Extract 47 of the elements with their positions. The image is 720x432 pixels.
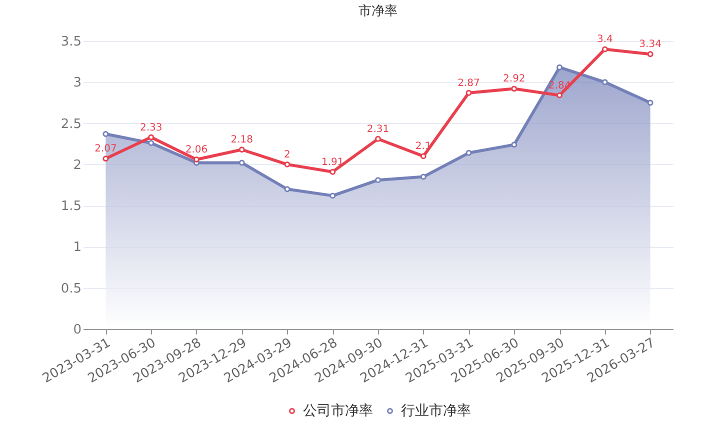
point xyxy=(375,177,381,184)
y-tick-label: 3 xyxy=(73,76,82,91)
point xyxy=(193,156,200,162)
legend-label: 行业市净率 xyxy=(401,403,471,419)
point xyxy=(602,46,608,52)
data-label: 3.4 xyxy=(596,34,613,46)
point xyxy=(647,51,654,58)
data-label: 1.91 xyxy=(321,156,344,168)
point xyxy=(511,142,518,148)
y-tick-label: 1 xyxy=(73,240,82,256)
point xyxy=(238,146,245,153)
data-label: 2.33 xyxy=(140,122,162,134)
point xyxy=(647,100,654,106)
chart-title: 市净率 xyxy=(358,3,398,20)
y-tick-label: 1.5 xyxy=(60,199,82,214)
data-label: 2 xyxy=(284,149,290,160)
point xyxy=(466,150,472,156)
legend-label: 公司市净率 xyxy=(303,403,373,419)
y-tick-label: 2 xyxy=(73,158,82,173)
y-tick-label: 3.5 xyxy=(60,34,82,50)
point xyxy=(420,174,426,180)
y-tick-label: 2.5 xyxy=(60,116,82,132)
point xyxy=(511,86,518,92)
data-label: 2.06 xyxy=(185,144,208,156)
point xyxy=(148,140,154,146)
data-label: 3.34 xyxy=(639,39,662,50)
point xyxy=(556,92,563,98)
data-label: 2.07 xyxy=(94,144,117,155)
data-label: 2.87 xyxy=(458,78,480,89)
point xyxy=(238,160,245,166)
point xyxy=(420,153,426,160)
point xyxy=(102,131,109,137)
point xyxy=(330,168,336,175)
point xyxy=(284,186,290,192)
point xyxy=(148,134,154,140)
point xyxy=(284,161,290,168)
data-label: 2.31 xyxy=(366,124,390,135)
data-label: 2.18 xyxy=(230,134,253,146)
point xyxy=(330,192,336,199)
point xyxy=(556,64,563,70)
point xyxy=(102,156,109,162)
point xyxy=(375,136,381,142)
y-tick-label: 0 xyxy=(73,322,82,338)
point xyxy=(602,79,608,86)
point xyxy=(466,90,472,96)
y-tick-label: 0.5 xyxy=(60,281,82,296)
data-label: 2.92 xyxy=(503,74,526,85)
